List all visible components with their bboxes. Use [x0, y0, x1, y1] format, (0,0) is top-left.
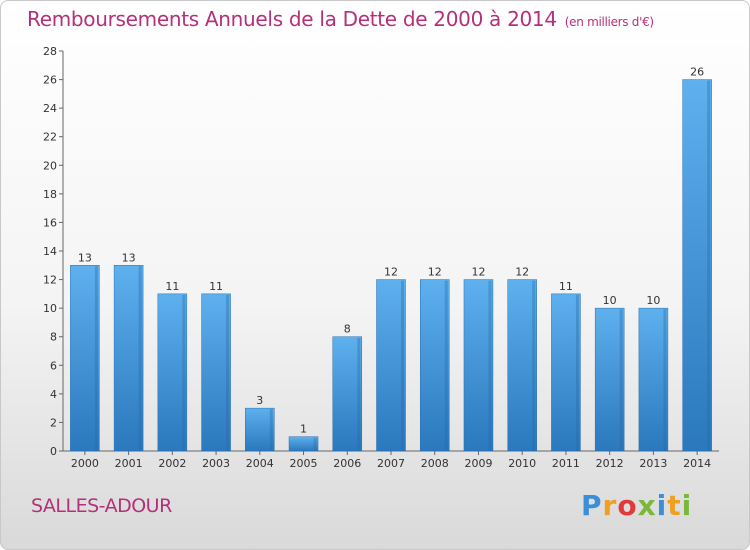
bar-value-label: 12 [428, 266, 442, 279]
x-tick-label: 2000 [71, 457, 99, 470]
y-tick-label: 18 [43, 188, 57, 201]
bar-value-label: 3 [256, 394, 263, 407]
y-tick-label: 0 [50, 445, 57, 458]
logo-letter: o [617, 489, 638, 522]
x-tick-label: 2012 [596, 457, 624, 470]
x-tick-label: 2007 [377, 457, 405, 470]
y-tick-label: 22 [43, 131, 57, 144]
bar-value-label: 10 [646, 294, 660, 307]
chart-bars [70, 79, 712, 452]
chart-labels: 13 13 11 11 3 1 8 12 12 12 12 11 10 10 26 [78, 66, 704, 436]
chart-subtitle: (en milliers d'€) [564, 15, 654, 29]
logo-letter: t [667, 489, 682, 522]
y-tick-label: 4 [50, 388, 57, 401]
bar-value-label: 1 [300, 423, 307, 436]
chart-title: Remboursements Annuels de la Dette de 20… [27, 7, 654, 31]
y-tick-label: 20 [43, 159, 57, 172]
x-tick-label: 2010 [508, 457, 536, 470]
bar [245, 407, 275, 452]
bar-value-label: 8 [344, 323, 351, 336]
y-tick-label: 8 [50, 331, 57, 344]
x-tick-label: 2001 [115, 457, 143, 470]
y-tick-label: 14 [43, 245, 57, 258]
x-tick-label: 2006 [333, 457, 361, 470]
x-tick-label: 2008 [421, 457, 449, 470]
bar [113, 265, 144, 452]
bar [70, 265, 100, 452]
bar [463, 279, 494, 452]
bar-value-label: 13 [78, 251, 92, 264]
bar [594, 307, 625, 452]
x-tick-label: 2004 [246, 457, 274, 470]
logo-letter: P [581, 489, 603, 522]
bar-value-label: 12 [384, 266, 398, 279]
bar-value-label: 12 [515, 266, 529, 279]
logo-letter: i [681, 489, 693, 522]
bar-value-label: 11 [209, 280, 223, 293]
y-tick-label: 10 [43, 302, 57, 315]
x-tick-label: 2011 [552, 457, 580, 470]
bar [507, 279, 537, 452]
bar [638, 307, 669, 452]
bar [332, 336, 363, 452]
y-tick-label: 24 [43, 102, 57, 115]
y-tick-label: 28 [43, 45, 57, 58]
x-tick-label: 2013 [639, 457, 667, 470]
bar-value-label: 11 [559, 280, 573, 293]
bar [551, 293, 581, 452]
y-tick-label: 26 [43, 74, 57, 87]
x-tick-label: 2003 [202, 457, 230, 470]
y-tick-label: 2 [50, 416, 57, 429]
x-tick-label: 2005 [290, 457, 318, 470]
chart-title-text: Remboursements Annuels de la Dette de 20… [27, 7, 557, 31]
commune-name: SALLES-ADOUR [31, 495, 172, 517]
bar [288, 436, 319, 452]
bar-value-label: 26 [690, 66, 704, 79]
y-tick-label: 6 [50, 359, 57, 372]
bar-value-label: 11 [165, 280, 179, 293]
bar [201, 293, 231, 452]
bar [682, 79, 712, 452]
bar [376, 279, 406, 452]
y-tick-label: 12 [43, 274, 57, 287]
y-tick-label: 16 [43, 216, 57, 229]
x-tick-label: 2009 [464, 457, 492, 470]
bar-value-label: 13 [122, 251, 136, 264]
x-tick-label: 2014 [683, 457, 711, 470]
bar-value-label: 10 [603, 294, 617, 307]
logo-letter: i [656, 489, 668, 522]
logo-letter: x [637, 489, 657, 522]
bar [419, 279, 450, 452]
x-tick-label: 2002 [158, 457, 186, 470]
proxiti-logo: Proxiti [581, 489, 692, 522]
logo-letter: r [602, 489, 618, 522]
bar [157, 293, 188, 452]
bar-value-label: 12 [471, 266, 485, 279]
